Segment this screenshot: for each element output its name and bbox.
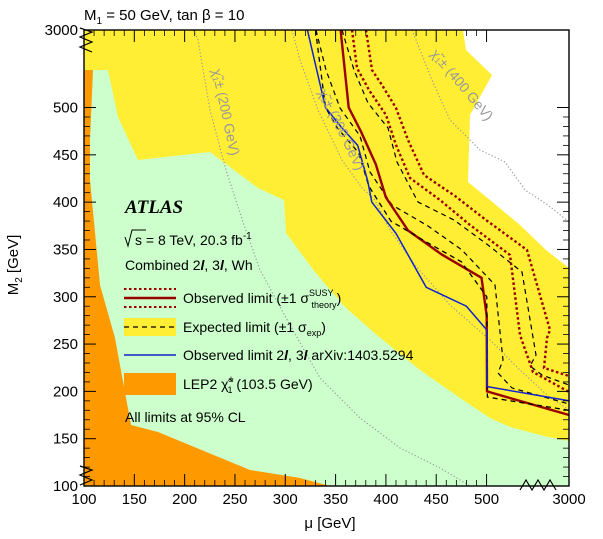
legend-observed-label: Observed limit (±1 σSUSY theory): [183, 288, 341, 310]
x-tick-label: 3000: [552, 491, 585, 508]
y-tick-label: 200: [53, 383, 78, 400]
contour-400-line: [411, 30, 569, 223]
expected-band-edge: [315, 30, 569, 405]
x-tick-label: 350: [323, 491, 348, 508]
x-tick-label: 400: [373, 491, 398, 508]
y-tick-label: 350: [53, 241, 78, 258]
combined-channels-label: Combined 2l, 3l, Wh: [125, 257, 253, 273]
series-layer: [306, 30, 569, 417]
y-tick-label: 400: [53, 194, 78, 211]
y-break-mark-bottom: [78, 465, 94, 486]
x-tick-label: 150: [122, 491, 147, 508]
x-tick-label: 100: [71, 491, 96, 508]
legend: Observed limit (±1 σSUSY theory) Expected…: [124, 288, 414, 395]
x-tick-label: 300: [273, 491, 298, 508]
y-break-mark-top: [78, 27, 94, 53]
legend-expected-band: [124, 318, 176, 336]
ticks-layer: 100 150 200 250 300 350 400 450 500 3000 100 150 200…: [45, 22, 586, 508]
y-tick-label: 450: [53, 147, 78, 164]
legend-lep2-swatch: [124, 373, 176, 395]
plot-area: [84, 30, 569, 486]
y-tick-label: 500: [53, 100, 78, 117]
y-tick-label: 3000: [45, 22, 78, 39]
x-axis-label: μ [GeV]: [304, 515, 355, 532]
y-axis-label: M2 [GeV]: [5, 235, 25, 296]
theory-band-outer: [364, 30, 569, 378]
x-break-mark: [519, 478, 557, 492]
plot-frame: [83, 29, 570, 487]
excluded-green-region: [84, 70, 569, 486]
energy-lumi-label: s = 8 TeV, 20.3 fb-1: [135, 231, 252, 248]
y-tick-label: 250: [53, 336, 78, 353]
x-tick-label: 450: [424, 491, 449, 508]
series-line-2: [306, 30, 569, 402]
all-limits-label: All limits at 95% CL: [125, 409, 246, 425]
legend-lep2: LEP2 χ̃± 1 (103.5 GeV): [124, 373, 313, 395]
lep2-region: [84, 70, 330, 486]
series-line-1: [314, 30, 569, 411]
x-tick-label: 500: [474, 491, 499, 508]
legend-expected-label: Expected limit (±1 σexp): [183, 319, 326, 338]
x-tick-label: 250: [222, 491, 247, 508]
y-tick-label: 100: [53, 478, 78, 495]
atlas-label: ATLAS: [124, 197, 183, 218]
y-tick-label: 300: [53, 289, 78, 306]
chart-title: M1 = 50 GeV, tan β = 10: [84, 7, 244, 27]
sqrt-sign: [124, 229, 146, 248]
legend-previous: Observed limit 2l, 3l arXiv:1403.5294: [124, 347, 414, 363]
legend-previous-label: Observed limit 2l, 3l arXiv:1403.5294: [183, 347, 414, 363]
contour-300-line: [291, 30, 569, 411]
x-tick-label: 200: [172, 491, 197, 508]
y-tick-label: 150: [53, 431, 78, 448]
axis-breaks: [78, 27, 557, 492]
legend-expected: Expected limit (±1 σexp): [124, 318, 326, 338]
legend-observed: Observed limit (±1 σSUSY theory): [124, 288, 341, 310]
annotation-block: ATLAS s = 8 TeV, 20.3 fb-1 Combined 2l, …: [124, 197, 253, 425]
legend-lep2-label: LEP2 χ̃± 1 (103.5 GeV): [183, 374, 313, 395]
